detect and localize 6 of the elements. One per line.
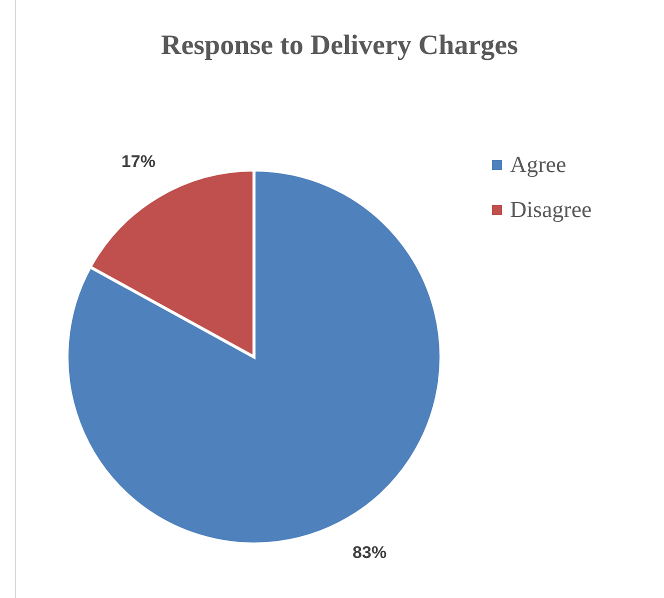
data-label: 17%: [121, 152, 156, 172]
pie-slice: [66, 168, 442, 546]
chart-title: Response to Delivery Charges: [160, 30, 519, 62]
data-label: 83%: [352, 542, 387, 562]
legend-label: Disagree: [510, 196, 592, 222]
legend-label: Agree: [510, 152, 566, 178]
